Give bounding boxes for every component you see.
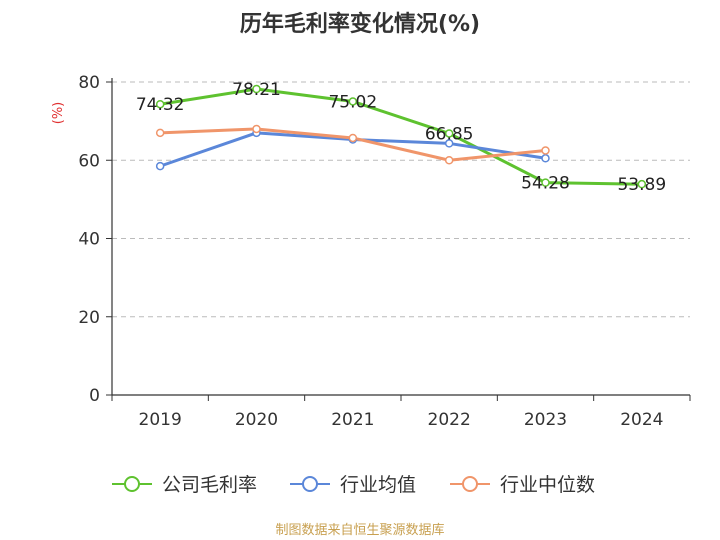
data-label: 74.32: [136, 95, 185, 115]
data-label: 66.85: [425, 124, 474, 144]
series-line-0: [159, 87, 642, 186]
legend-marker: [302, 476, 318, 492]
data-point: [637, 179, 647, 189]
legend-label: 公司毛利率: [162, 474, 257, 496]
y-axis-label: (%): [51, 102, 66, 125]
data-label: 75.02: [328, 92, 377, 112]
series-lines: [159, 87, 642, 186]
legend: 公司毛利率 行业均值 行业中位数: [112, 474, 595, 496]
data-point: [155, 161, 165, 171]
data-label: 54.28: [521, 174, 570, 194]
x-tick-label: 2024: [620, 410, 663, 430]
data-point: [252, 84, 261, 94]
legend-marker: [462, 476, 478, 492]
x-tick-label: 2021: [331, 410, 374, 430]
data-point: [444, 156, 454, 165]
y-tick-label: 40: [78, 230, 100, 250]
data-labels: 74.32 78.21 75.02 66.85 54.28 53.89: [136, 80, 666, 195]
data-point: [444, 139, 454, 148]
chart-title: 历年毛利率变化情况(%): [239, 12, 481, 37]
legend-marker: [124, 476, 140, 492]
data-point: [348, 97, 358, 106]
data-point: [155, 99, 165, 109]
data-point: [155, 128, 165, 138]
y-tick-label: 80: [78, 73, 100, 93]
data-point: [348, 133, 358, 143]
legend-label: 行业中位数: [500, 474, 595, 496]
axes: 0 20 40 60 80 (%) 2019 2020 2021 2022 2023 2024: [51, 73, 691, 430]
data-label: 53.89: [617, 175, 666, 195]
data-point: [541, 154, 550, 163]
x-tick-label: 2019: [139, 410, 182, 430]
grid-lines: [112, 81, 690, 318]
data-point: [541, 178, 550, 187]
x-tick-label: 2020: [235, 410, 278, 430]
data-points: [155, 84, 647, 189]
data-point: [252, 124, 261, 134]
x-tick-label: 2022: [428, 410, 471, 430]
data-label: 78.21: [232, 80, 281, 100]
y-tick-label: 0: [89, 386, 100, 406]
data-point: [541, 146, 550, 155]
x-tick-label: 2023: [524, 410, 567, 430]
legend-label: 行业均值: [340, 474, 416, 496]
source-note: 制图数据来自恒生聚源数据库: [275, 523, 445, 538]
y-tick-label: 20: [78, 308, 100, 328]
data-point: [444, 129, 454, 138]
y-tick-label: 60: [78, 151, 100, 171]
